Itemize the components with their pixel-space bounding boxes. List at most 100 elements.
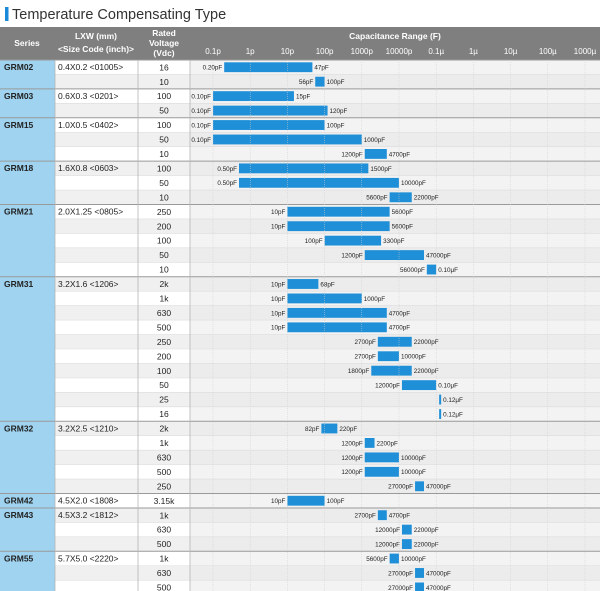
capacitance-bar [287,221,390,232]
rated-voltage: 630 [157,452,171,462]
bar-max-label: 1500pF [370,166,392,173]
rated-voltage: 630 [157,308,171,318]
bar-max-label: 47pF [314,65,329,72]
rated-voltage: 50 [159,106,169,116]
series-name: GRM18 [4,163,34,173]
bar-max-label: 10000pF [401,455,426,462]
rated-voltage: 100 [157,91,171,101]
plot-row-background [190,421,600,436]
bar-max-label: 10000pF [401,180,426,187]
series-name: GRM03 [4,91,34,101]
series-cell [0,88,55,118]
bar-min-label: 5600pF [366,556,388,563]
capacitance-bar [315,76,325,87]
bar-min-label: 1200pF [341,151,363,158]
rated-voltage: 3.15k [154,496,176,506]
rated-voltage: 2k [160,279,170,289]
capacitance-bar [213,91,294,102]
bar-min-label: 2700pF [354,354,376,361]
series-name: GRM21 [4,207,34,217]
series-name: GRM42 [4,496,34,506]
rated-voltage: 50 [159,178,169,188]
bar-min-label: 27000pF [388,585,413,591]
bar-min-label: 0.50pF [217,180,237,187]
plot-row-background [190,262,600,277]
rated-voltage: 250 [157,481,171,491]
rated-voltage: 1k [160,438,170,448]
rated-voltage: 1k [160,510,170,520]
capacitance-bar [239,177,399,188]
capacitance-bar [224,62,313,73]
bar-max-label: 22000pF [414,541,439,548]
header-size-code: <Size Code (inch)> [58,44,134,54]
bar-max-label: 5600pF [392,209,414,216]
rated-voltage: 630 [157,525,171,535]
plot-row-background [190,406,600,422]
capacitance-bar [239,163,369,174]
bar-max-label: 22000pF [414,527,439,534]
bar-min-label: 1200pF [341,252,363,259]
series-cell [0,421,55,494]
bar-min-label: 1800pF [348,368,370,375]
rated-voltage: 25 [159,395,169,405]
plot-row-background [190,565,600,581]
plot-row-background [190,435,600,451]
bar-min-label: 1200pF [341,455,363,462]
bar-min-label: 12000pF [375,541,400,548]
capacitance-bar [439,394,442,405]
bar-max-label: 47000pF [426,252,451,259]
bar-max-label: 1000pF [364,137,386,144]
rated-voltage: 10 [159,265,169,275]
bar-min-label: 82pF [305,426,320,433]
bar-max-label: 10000pF [401,469,426,476]
title-accent [5,7,9,21]
x-tick-label: 1000p [351,47,374,56]
capacitance-bar [287,322,387,333]
bar-min-label: 27000pF [388,484,413,491]
x-tick-label: 1p [246,47,255,56]
bar-min-label: 0.10pF [191,122,211,129]
bar-min-label: 10pF [271,281,286,288]
series-cell [0,551,55,591]
rated-voltage: 2k [160,424,170,434]
capacitance-bar [364,452,399,463]
capacitance-bar [415,568,425,578]
capacitance-bar [287,206,390,217]
series-name: GRM31 [4,279,34,289]
bar-min-label: 10pF [271,498,286,505]
bar-min-label: 12000pF [375,383,400,390]
size-code: 4.5X2.0 <1808> [58,496,119,506]
capacitance-bar [213,134,362,145]
series-cell [0,161,55,205]
bar-max-label: 4700pF [389,325,411,332]
x-tick-label: 10p [281,47,295,56]
plot-row-background [190,233,600,248]
bar-min-label: 0.50pF [217,166,237,173]
header-series: Series [14,38,40,48]
bar-min-label: 56000pF [400,267,425,274]
bar-max-label: 22000pF [414,195,439,202]
capacitance-bar [415,481,425,492]
bar-max-label: 4700pF [389,151,411,158]
bar-max-label: 1000pF [364,296,386,303]
bar-min-label: 10pF [271,296,286,303]
bar-max-label: 10000pF [401,354,426,361]
capacitance-bar [364,438,375,448]
bar-min-label: 56pF [299,79,314,86]
x-tick-label: 1µ [469,47,478,56]
rated-voltage: 500 [157,322,171,332]
capacitance-bar [401,524,412,535]
bar-max-label: 22000pF [414,339,439,346]
bar-max-label: 5600pF [392,224,414,231]
bar-min-label: 2700pF [354,339,376,346]
bar-max-label: 4700pF [389,310,411,317]
plot-row-background [190,536,600,552]
rated-voltage: 200 [157,221,171,231]
rated-voltage: 10 [159,192,169,202]
plot-row-background [190,522,600,537]
chart-body: 16 0.20pF 47pF 10 56pF 100pF GRM02 0.4X0.2 <010… [0,59,600,591]
plot-row-background [190,74,600,89]
size-code: 5.7X5.0 <2220> [58,553,119,563]
header-rated: Rated [152,28,176,38]
rated-voltage: 100 [157,236,171,246]
